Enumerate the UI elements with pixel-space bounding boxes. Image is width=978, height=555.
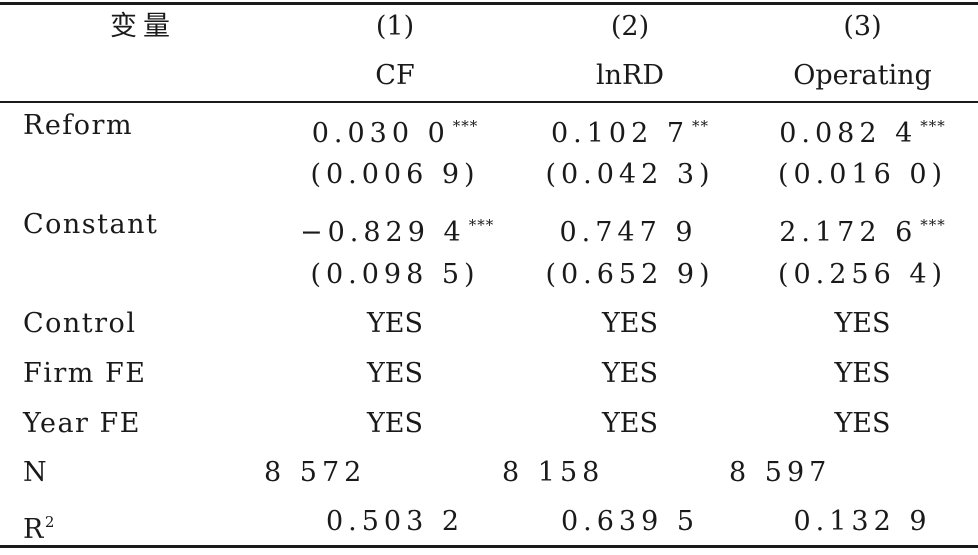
significance-stars: ***: [468, 216, 495, 234]
table-cell: 8 597: [729, 457, 832, 488]
header-rule: [0, 101, 978, 103]
table-row-constant-se: (0.098 5) (0.652 9) (0.256 4): [0, 250, 978, 300]
row-label: R2: [23, 513, 56, 545]
standard-error-cell: (0.098 5): [310, 259, 480, 290]
coefficient-cell: 2.172 6 ***: [779, 216, 946, 248]
row-label: Firm FE: [23, 358, 147, 389]
standard-error-cell: (0.006 9): [310, 159, 480, 190]
coefficient-cell: 0.102 7 **: [550, 117, 710, 149]
header-row-names: CF lnRD Operating: [0, 51, 978, 101]
table-cell: YES: [366, 408, 424, 439]
column-number-1: (1): [375, 11, 415, 42]
standard-error-cell: (0.042 3): [545, 159, 715, 190]
row-label: Reform: [23, 110, 134, 141]
table-cell: 8 572: [264, 457, 367, 488]
variable-header: 变量: [110, 11, 176, 42]
table-row-n: N 8 572 8 158 8 597: [0, 448, 978, 498]
row-label: Year FE: [23, 408, 141, 439]
coefficient-cell: 0.082 4 ***: [779, 117, 946, 149]
table-row-reform-se: (0.006 9) (0.042 3) (0.016 0): [0, 150, 978, 200]
table-cell: YES: [601, 408, 659, 439]
table-cell: YES: [834, 358, 891, 389]
table-cell: YES: [834, 308, 891, 339]
table-row-reform: Reform 0.030 0 *** 0.102 7 ** 0.082 4 ***: [0, 101, 978, 151]
table-cell: YES: [601, 308, 659, 339]
table-row-control: Control YES YES YES: [0, 299, 978, 349]
header-row-numbers: 变量 (1) (2) (3): [0, 2, 978, 52]
bottom-rule: [0, 545, 978, 548]
significance-stars: ***: [920, 117, 946, 135]
column-number-3: (3): [843, 11, 882, 42]
coefficient-cell: 0.747 9: [559, 217, 698, 248]
significance-stars: ***: [452, 117, 479, 135]
table-cell: 8 158: [502, 457, 605, 488]
table-cell: YES: [366, 358, 424, 389]
coefficient-cell: 0.030 0 ***: [311, 117, 479, 149]
table-cell: 0.132 9: [793, 506, 932, 537]
table-cell: 0.503 2: [325, 506, 465, 537]
coefficient-cell: −0.829 4 ***: [300, 216, 495, 248]
top-rule: [0, 2, 978, 5]
row-label: Control: [23, 308, 137, 339]
standard-error-cell: (0.256 4): [777, 259, 948, 290]
row-label: N: [23, 457, 49, 488]
superscript: 2: [44, 513, 56, 531]
standard-error-cell: (0.652 9): [545, 259, 715, 290]
significance-stars: **: [692, 117, 710, 135]
table-row-firm-fe: Firm FE YES YES YES: [0, 349, 978, 399]
table-cell: YES: [601, 358, 659, 389]
standard-error-cell: (0.016 0): [777, 159, 948, 190]
column-name-3: Operating: [793, 60, 932, 91]
table-cell: YES: [834, 408, 891, 439]
table-row-year-fe: Year FE YES YES YES: [0, 399, 978, 449]
column-name-1: CF: [375, 60, 415, 91]
table-row-r2: R2 0.503 2 0.639 5 0.132 9: [0, 497, 978, 547]
column-name-2: lnRD: [595, 60, 664, 91]
table-row-constant: Constant −0.829 4 *** 0.747 9 2.172 6 ***: [0, 200, 978, 250]
row-label: Constant: [23, 209, 159, 240]
significance-stars: ***: [920, 216, 946, 234]
table-cell: 0.639 5: [560, 506, 700, 537]
table-cell: YES: [366, 308, 424, 339]
column-number-2: (2): [610, 11, 650, 42]
